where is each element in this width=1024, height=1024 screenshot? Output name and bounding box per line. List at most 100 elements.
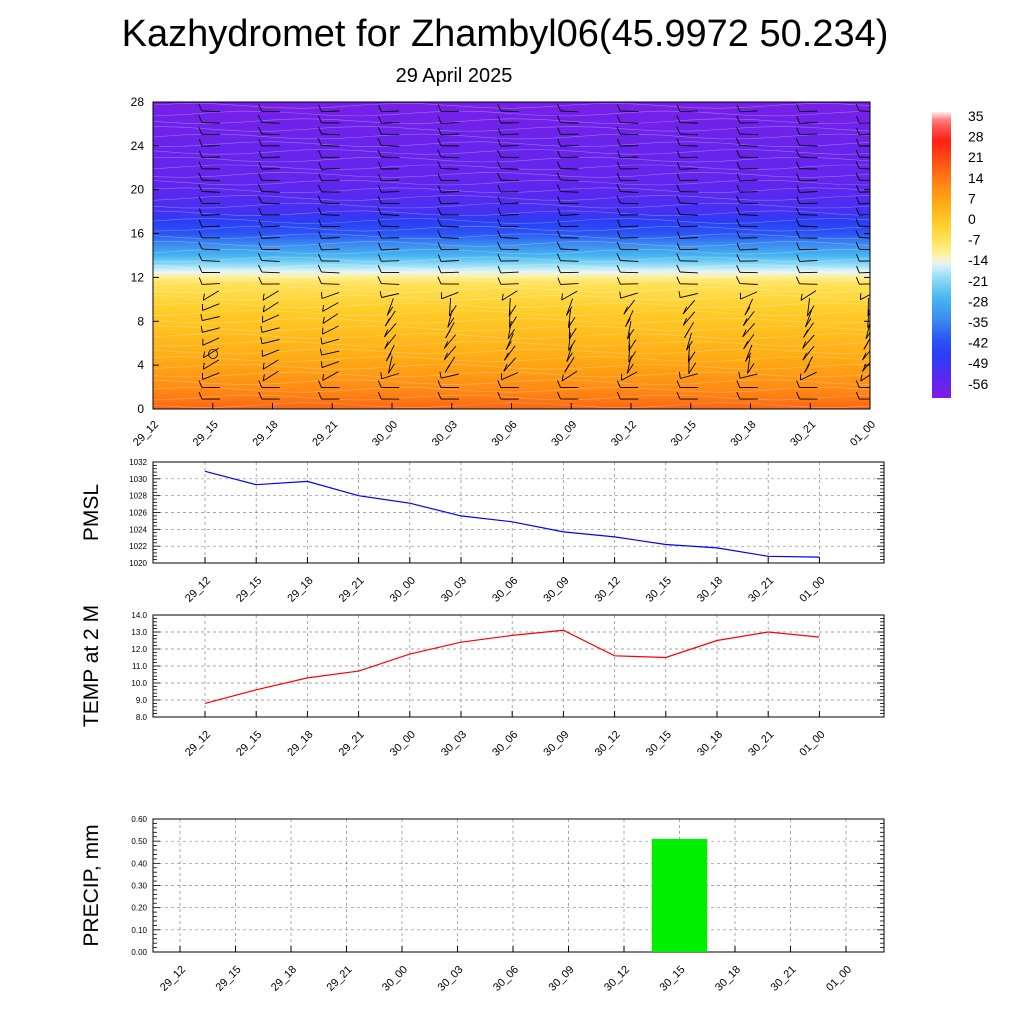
wind-barb-flag bbox=[198, 277, 203, 285]
wind-barb-shaft bbox=[381, 373, 400, 380]
wind-barb-flag bbox=[437, 230, 442, 238]
isotherm bbox=[153, 287, 870, 293]
wind-barb-shaft bbox=[440, 237, 460, 239]
x-tick-label: 30_18 bbox=[713, 964, 743, 994]
wind-barb-shaft bbox=[500, 214, 519, 216]
wind-barb-shaft bbox=[201, 156, 221, 159]
wind-barb-shaft bbox=[742, 323, 756, 338]
wind-barb-shaft bbox=[201, 214, 221, 216]
wind-barb-shaft bbox=[261, 156, 280, 159]
wind-barb-flag bbox=[437, 173, 442, 181]
wind-barb-shaft bbox=[799, 110, 818, 113]
wind-barb-flag bbox=[676, 264, 681, 273]
wind-barb-flag bbox=[317, 126, 322, 135]
isotherm bbox=[153, 118, 870, 124]
y-tick-label: 28 bbox=[131, 95, 145, 109]
wind-barb-flag bbox=[855, 277, 860, 285]
wind-barb-shaft bbox=[566, 344, 573, 362]
x-tick-label: 30_15 bbox=[669, 419, 699, 449]
wind-barb-flag bbox=[437, 149, 442, 158]
wind-barb-shaft bbox=[381, 248, 400, 251]
grid-lines bbox=[153, 819, 884, 952]
wind-barb-flag bbox=[317, 207, 322, 215]
isotherm bbox=[153, 387, 870, 393]
wind-barb-flag bbox=[855, 208, 860, 216]
wind-barb-shaft bbox=[799, 156, 818, 159]
x-tick-label: 30_03 bbox=[439, 575, 469, 605]
wind-barb-shaft bbox=[203, 347, 219, 359]
x-tick-label: 29_18 bbox=[285, 729, 315, 759]
wind-barb-flag bbox=[258, 391, 263, 400]
wind-barb-flag bbox=[258, 150, 263, 158]
wind-barb-shaft bbox=[804, 309, 813, 328]
y-tick-label: 0.50 bbox=[131, 837, 147, 846]
wind-barb-shaft bbox=[627, 321, 632, 339]
wind-barb-shaft bbox=[859, 156, 870, 158]
wind-barb-flag bbox=[616, 391, 621, 400]
wind-barb-shaft bbox=[859, 133, 870, 136]
wind-barb-shaft bbox=[867, 309, 870, 328]
wind-barb-shaft bbox=[560, 248, 579, 251]
wind-barb-flag bbox=[258, 138, 263, 147]
wind-barb-flag bbox=[807, 305, 815, 317]
isotherm bbox=[153, 248, 870, 255]
wind-barb-flag bbox=[318, 150, 322, 158]
wind-barb-shaft bbox=[322, 371, 339, 381]
colorbar-label: 35 bbox=[968, 108, 984, 124]
wind-barb-flag bbox=[437, 391, 442, 400]
wind-barb-shaft bbox=[381, 144, 400, 147]
x-tick-label: 29_18 bbox=[251, 419, 281, 449]
wind-barb-flag bbox=[736, 391, 741, 400]
wind-barb-flag bbox=[377, 161, 382, 170]
wind-barb-flag bbox=[556, 184, 561, 192]
wind-barb-flag bbox=[795, 276, 800, 284]
wind-barb-shaft bbox=[560, 122, 579, 124]
wind-barb-flag bbox=[676, 195, 681, 204]
wind-barb-shaft bbox=[799, 121, 818, 124]
wind-barb-shaft bbox=[201, 110, 221, 113]
wind-barb-flag bbox=[497, 208, 502, 216]
wind-barb-flag bbox=[676, 138, 681, 146]
wind-barb-flag bbox=[497, 184, 502, 193]
wind-barb-flag bbox=[688, 362, 697, 374]
wind-barb-shaft bbox=[440, 260, 460, 262]
wind-barb-flag bbox=[198, 391, 203, 400]
wind-barb-shaft bbox=[560, 225, 579, 228]
isotherm bbox=[153, 318, 870, 324]
colorbar-label: -35 bbox=[968, 314, 988, 330]
wind-barb-flag bbox=[497, 196, 502, 205]
wind-barb-flag bbox=[855, 242, 860, 250]
wind-barb-flag bbox=[616, 242, 621, 250]
wind-barb-flag bbox=[676, 231, 681, 239]
wind-barb-flag bbox=[557, 196, 561, 204]
y-tick-label: 13.0 bbox=[131, 628, 147, 637]
wind-barb-flag bbox=[802, 341, 807, 349]
precip-bar bbox=[651, 838, 708, 952]
x-tick-label: 01_00 bbox=[797, 575, 827, 605]
wind-barb-flag bbox=[556, 103, 561, 112]
grid-lines bbox=[153, 462, 884, 563]
x-tick-label: 29_21 bbox=[310, 419, 340, 449]
wind-barb-flag bbox=[735, 276, 741, 284]
wind-barb-flag bbox=[322, 316, 325, 324]
wind-barb-flag bbox=[198, 219, 203, 227]
wind-barb-shaft bbox=[321, 361, 340, 369]
wind-barb-flag bbox=[796, 196, 800, 204]
wind-barb-flag bbox=[437, 185, 442, 193]
isotherm bbox=[153, 126, 870, 132]
colorbar-label: -7 bbox=[968, 232, 981, 248]
wind-barb-flag bbox=[257, 115, 263, 123]
x-tick-label: 29_15 bbox=[234, 575, 264, 605]
wind-barb-flag bbox=[258, 207, 263, 216]
wind-barb-shaft bbox=[621, 371, 638, 381]
wind-barb-flag bbox=[796, 265, 800, 273]
wind-barb-flag bbox=[198, 150, 203, 158]
wind-barb-shaft bbox=[500, 145, 519, 147]
wind-barb-shaft bbox=[742, 311, 755, 326]
colorbar-label: 7 bbox=[968, 190, 976, 206]
wind-barb-flag bbox=[856, 127, 860, 135]
wind-barb-shaft bbox=[806, 298, 811, 317]
wind-barb-shaft bbox=[862, 350, 870, 361]
wind-barb-flag bbox=[497, 127, 502, 135]
wind-barb-flag bbox=[795, 149, 800, 158]
